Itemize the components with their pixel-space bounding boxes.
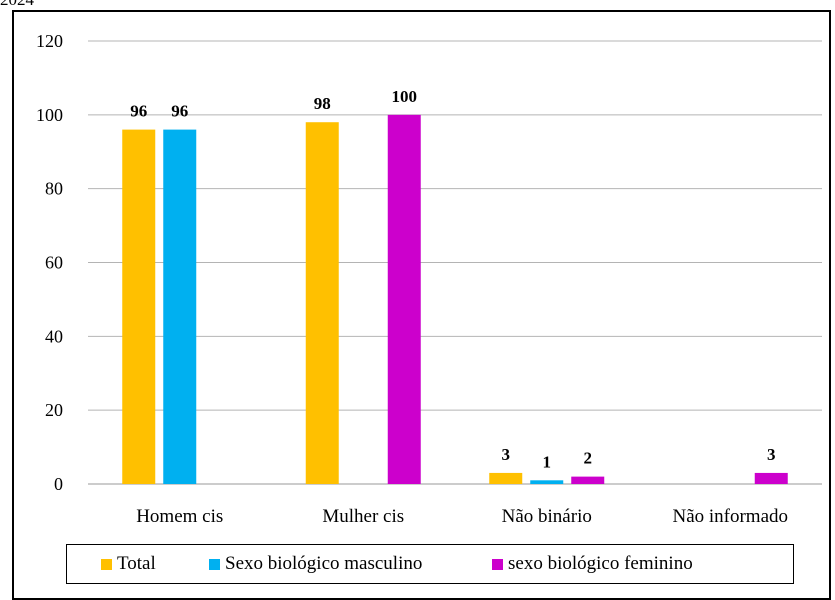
legend-label: Total <box>117 553 156 574</box>
legend-swatch <box>492 558 503 570</box>
y-tick-label: 80 <box>45 179 63 199</box>
bar <box>754 472 788 484</box>
y-tick-label: 120 <box>36 31 63 51</box>
top-partial-text: 2024 <box>0 0 34 8</box>
legend-swatch <box>209 558 220 570</box>
y-tick-label: 60 <box>45 253 63 273</box>
y-tick-label: 20 <box>45 400 63 420</box>
category-label: Homem cis <box>136 506 223 527</box>
data-label: 96 <box>171 102 188 121</box>
legend-label: sexo biológico feminino <box>508 553 693 574</box>
category-label: Não informado <box>672 506 788 527</box>
data-label: 98 <box>314 94 331 113</box>
bar <box>163 129 197 484</box>
bar <box>530 480 564 484</box>
legend-swatch <box>101 558 112 570</box>
bar <box>122 129 156 484</box>
y-tick-label: 0 <box>54 474 63 494</box>
data-label: 3 <box>767 445 776 464</box>
data-label: 2 <box>584 449 593 468</box>
bar <box>489 472 523 484</box>
legend: Total Sexo biológico masculino sexo biológ… <box>66 544 794 584</box>
bar <box>571 476 605 484</box>
y-tick-label: 40 <box>45 326 63 346</box>
category-label: Não binário <box>502 506 592 527</box>
bar <box>387 114 421 484</box>
legend-item: Sexo biológico masculino <box>209 553 422 575</box>
data-label: 100 <box>392 87 418 106</box>
data-label: 1 <box>543 452 552 471</box>
data-label: 3 <box>502 445 511 464</box>
legend-item: sexo biológico feminino <box>492 553 693 575</box>
category-label: Mulher cis <box>322 506 404 527</box>
legend-label: Sexo biológico masculino <box>225 553 423 574</box>
y-tick-label: 100 <box>36 105 63 125</box>
data-label: 96 <box>130 102 147 121</box>
bar <box>305 122 339 484</box>
legend-item: Total <box>101 553 156 575</box>
